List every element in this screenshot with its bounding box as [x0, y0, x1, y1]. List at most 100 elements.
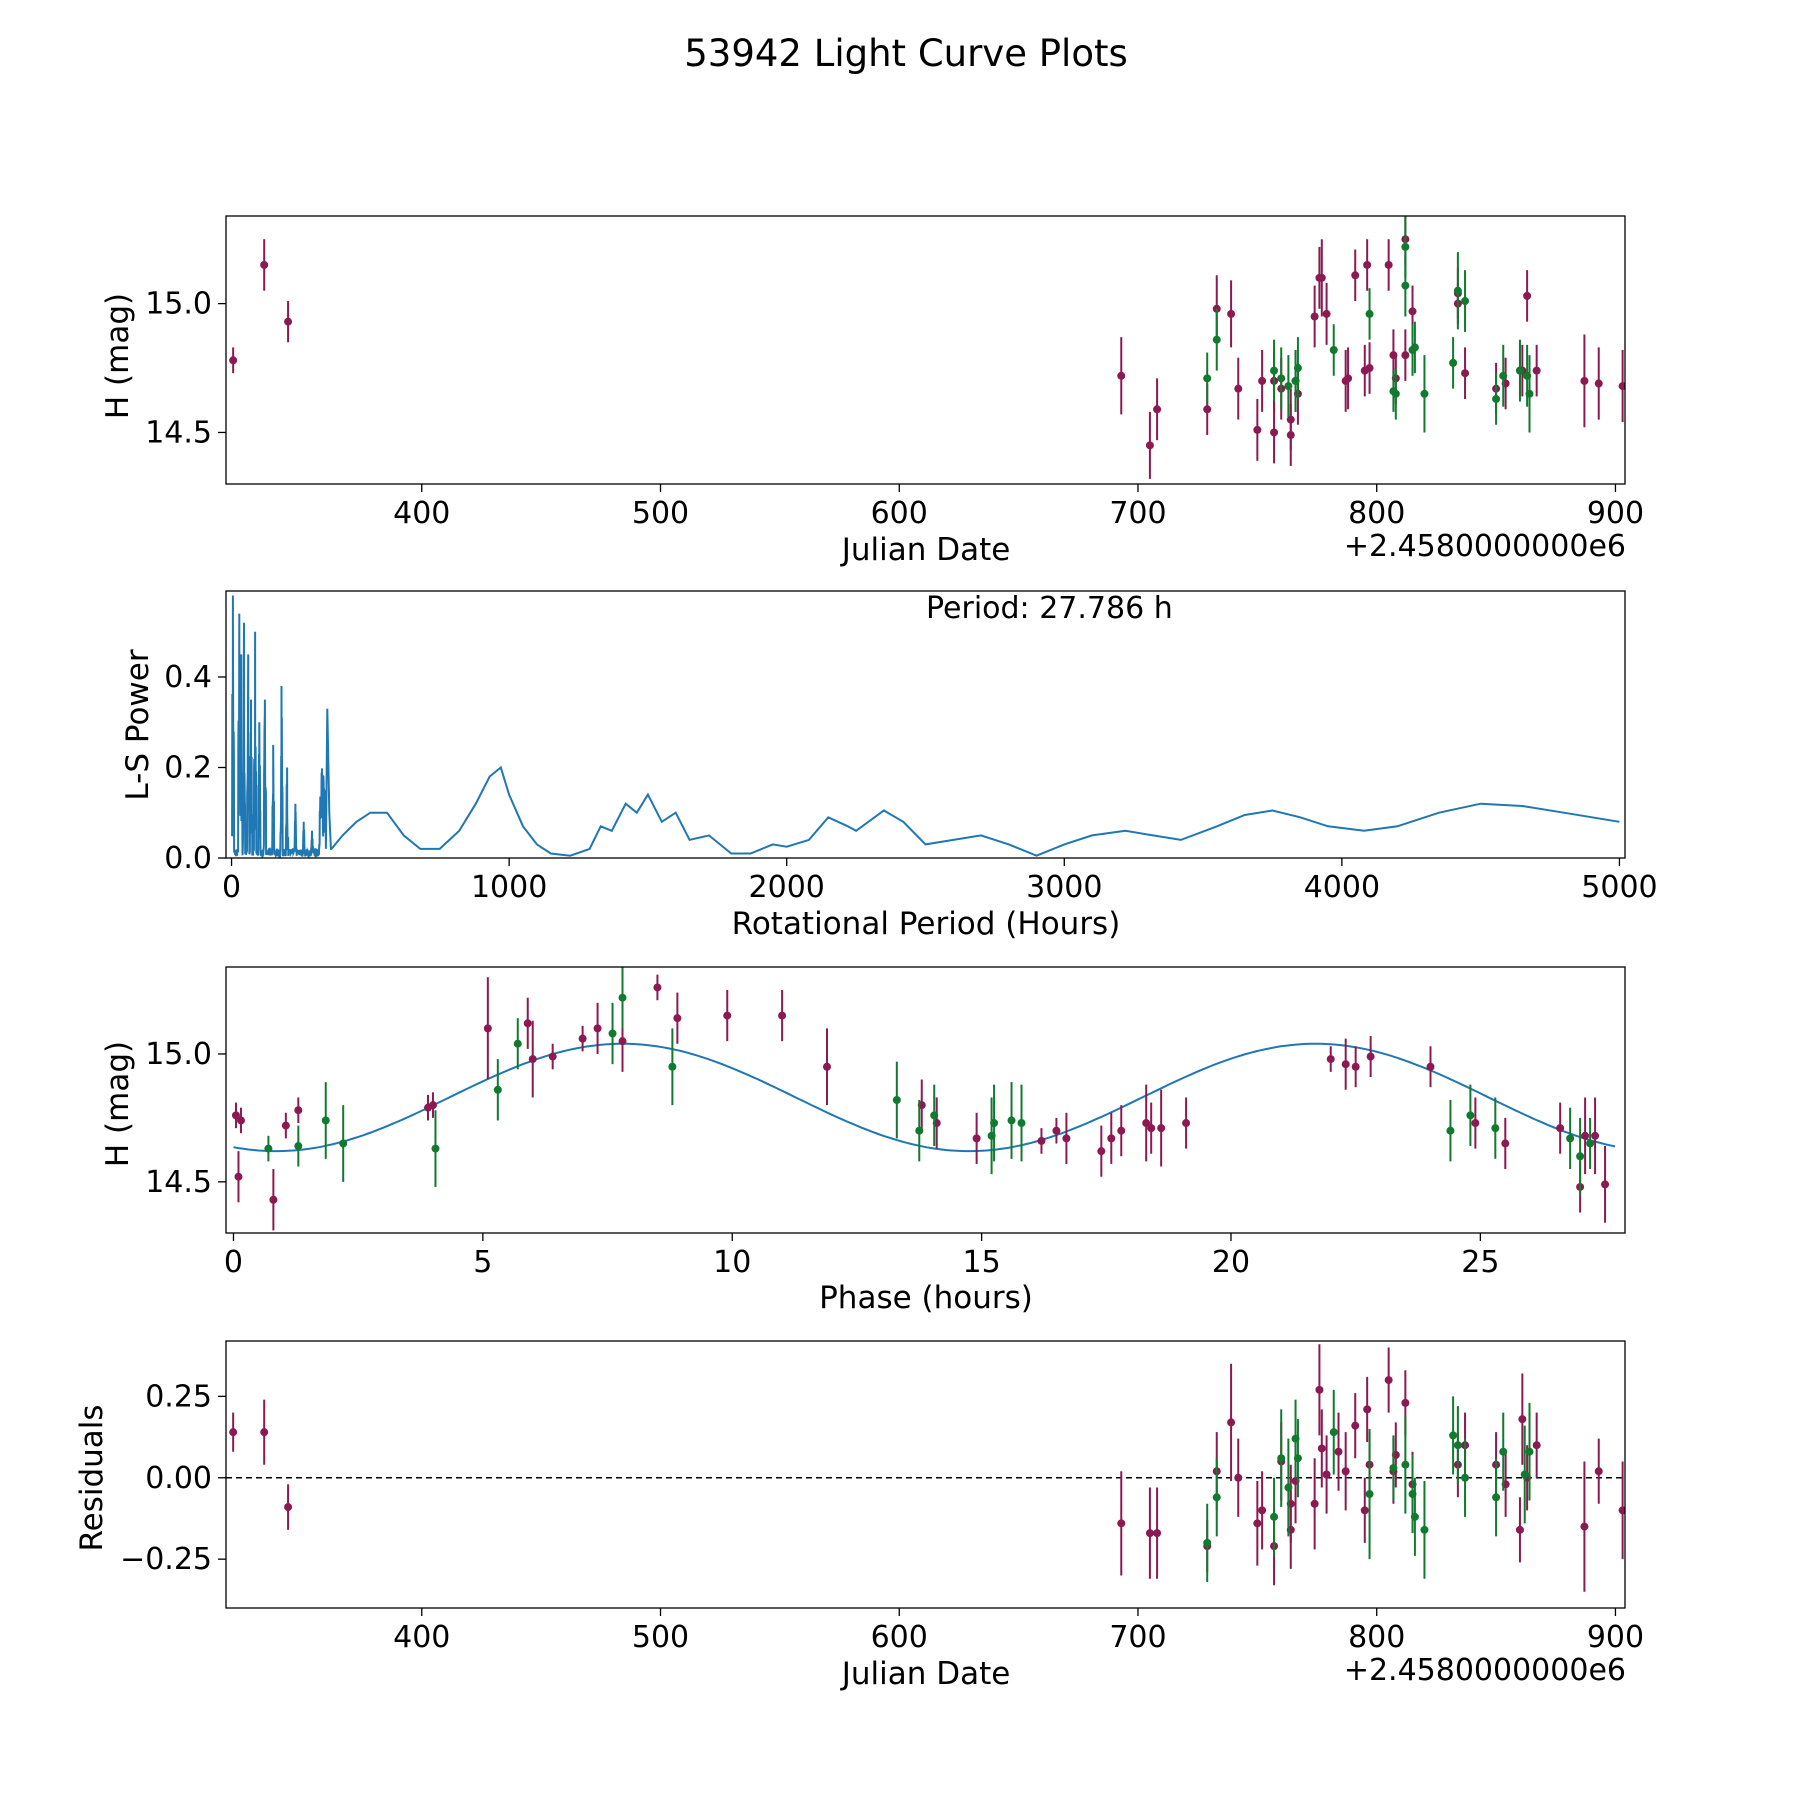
- point-marker: [1145, 441, 1154, 450]
- point-marker: [1253, 1519, 1262, 1528]
- point-marker: [493, 1085, 502, 1094]
- x-tick-label: 20: [1212, 1245, 1250, 1280]
- data-point: [1499, 344, 1508, 407]
- data-point: [1017, 1084, 1026, 1162]
- point-marker: [1453, 286, 1462, 295]
- periodogram-line: [231, 595, 1620, 858]
- data-point: [1284, 1438, 1293, 1537]
- data-point: [593, 1002, 602, 1054]
- point-marker: [1618, 1506, 1625, 1515]
- point-marker: [618, 1037, 627, 1046]
- data-point: [1329, 1389, 1338, 1475]
- point-marker: [1277, 374, 1286, 383]
- data-point: [1391, 368, 1400, 420]
- x-tick-label: 900: [1587, 1620, 1644, 1655]
- y-tick-label: 0.25: [145, 1379, 212, 1414]
- x-tick-label: 400: [393, 1620, 450, 1655]
- point-marker: [1203, 405, 1212, 414]
- data-point: [431, 1110, 440, 1187]
- point-marker: [1532, 366, 1541, 375]
- point-marker: [1147, 1124, 1156, 1133]
- data-point: [1461, 270, 1470, 332]
- point-marker: [1365, 364, 1374, 373]
- data-point: [1580, 1461, 1589, 1592]
- point-marker: [1365, 1490, 1374, 1499]
- data-point: [1277, 347, 1286, 410]
- point-marker: [1420, 389, 1429, 398]
- data-point: [1351, 249, 1360, 302]
- point-marker: [269, 1195, 278, 1204]
- point-marker: [1471, 1119, 1480, 1128]
- data-point: [1365, 288, 1374, 340]
- point-marker: [1601, 1180, 1610, 1189]
- point-marker: [1007, 1116, 1016, 1125]
- data-point: [1153, 378, 1162, 441]
- point-marker: [1449, 1431, 1458, 1440]
- data-point: [972, 1112, 981, 1164]
- data-point: [1322, 1435, 1331, 1514]
- model-fit-curve: [233, 1042, 1616, 1153]
- x-tick-label: 400: [393, 496, 450, 531]
- data-point: [1365, 342, 1374, 394]
- point-marker: [260, 1428, 269, 1437]
- point-marker: [608, 1029, 617, 1038]
- periodogram-frame: [225, 590, 1626, 859]
- point-marker: [1286, 431, 1295, 440]
- data-point: [1523, 270, 1532, 322]
- data-point: [1518, 1373, 1527, 1465]
- x-tick-label: 2000: [749, 870, 825, 905]
- periodogram-panel: Rotational Period (Hours) L-S Power Peri…: [120, 590, 1658, 942]
- data-point: [1401, 1415, 1410, 1514]
- periodogram-plot-area: [231, 595, 1620, 858]
- point-marker: [260, 260, 269, 269]
- x-tick-label: 5: [473, 1245, 492, 1280]
- data-point: [548, 1043, 557, 1070]
- y-tick-label: 14.5: [145, 415, 212, 450]
- data-point: [1007, 1082, 1016, 1159]
- point-marker: [1525, 389, 1534, 398]
- point-marker: [1334, 1447, 1343, 1456]
- point-marker: [1365, 309, 1374, 318]
- y-tick-label: 0.0: [164, 841, 212, 876]
- y-tick-label: 15.0: [145, 1037, 212, 1072]
- point-marker: [915, 1126, 924, 1135]
- data-point: [1284, 355, 1293, 417]
- data-point: [1310, 1458, 1319, 1550]
- data-point: [1258, 1471, 1267, 1550]
- data-point: [1499, 1412, 1508, 1491]
- x-tick-label: 0: [222, 870, 241, 905]
- point-marker: [1258, 1506, 1267, 1515]
- data-point: [1234, 1438, 1243, 1517]
- x-tick-label: 10: [713, 1245, 751, 1280]
- data-point: [1182, 1097, 1191, 1149]
- data-point: [1520, 1425, 1529, 1524]
- point-marker: [1491, 1124, 1500, 1133]
- y-tick-label: 0.00: [145, 1461, 212, 1496]
- data-point: [1157, 1089, 1166, 1167]
- data-point: [1410, 1477, 1419, 1556]
- point-marker: [1401, 1398, 1410, 1407]
- data-point: [1426, 1046, 1435, 1088]
- data-point: [1107, 1112, 1116, 1164]
- point-marker: [1449, 358, 1458, 367]
- data-point: [294, 1097, 303, 1124]
- x-tick-label: 800: [1348, 1620, 1405, 1655]
- point-marker: [1581, 1131, 1590, 1140]
- data-point: [1037, 1128, 1046, 1154]
- data-point: [1153, 1487, 1162, 1579]
- data-point: [1315, 1344, 1324, 1436]
- y-tick-label: 15.0: [145, 287, 212, 322]
- data-point: [493, 1059, 502, 1121]
- point-marker: [1492, 394, 1501, 403]
- data-point: [1326, 1046, 1335, 1072]
- x-tick-label: 3000: [1026, 870, 1102, 905]
- point-marker: [548, 1052, 557, 1061]
- y-tick-label: 0.4: [164, 660, 212, 695]
- point-marker: [264, 1144, 273, 1153]
- x-tick-label: 900: [1587, 496, 1644, 531]
- x-tick-label: 25: [1461, 1245, 1499, 1280]
- data-point: [1384, 239, 1393, 291]
- point-marker: [1461, 297, 1470, 306]
- point-marker: [483, 1024, 492, 1033]
- data-point: [822, 1028, 831, 1106]
